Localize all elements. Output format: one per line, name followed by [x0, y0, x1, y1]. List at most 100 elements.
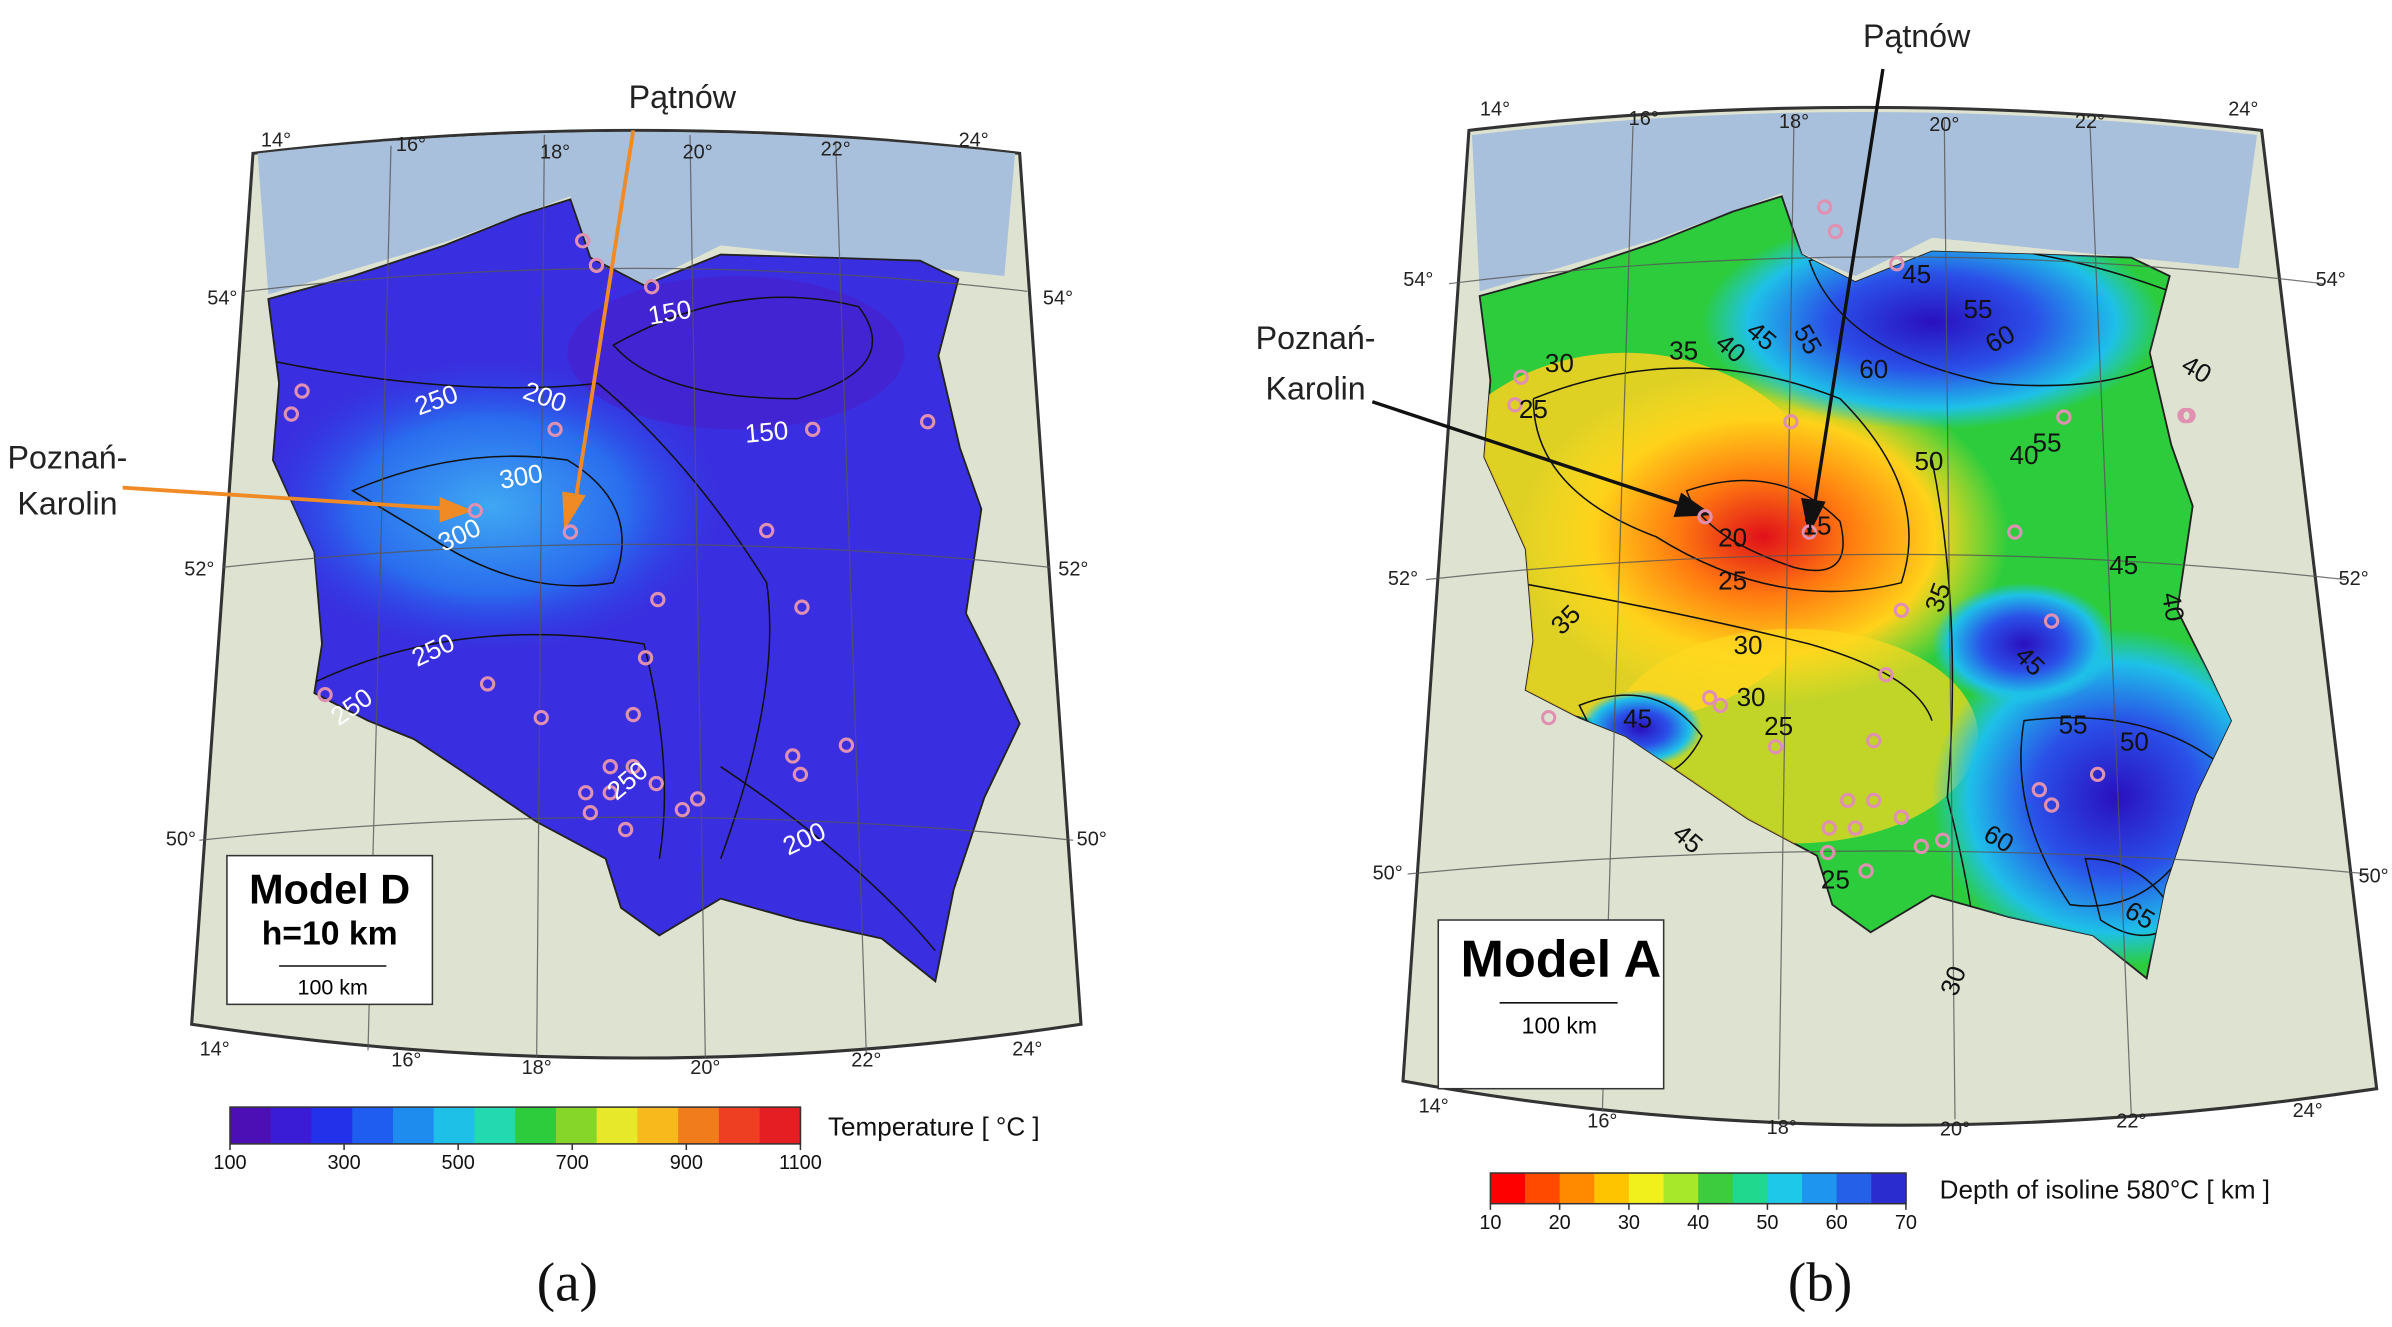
site-marker	[759, 522, 775, 539]
contour-label: 30	[1734, 630, 1763, 660]
contour-label: 300	[497, 458, 545, 495]
anomaly	[1518, 368, 2009, 706]
longitude-label: 14°	[261, 129, 291, 151]
colorbar-cell	[433, 1107, 476, 1144]
contour-label: 25	[1764, 711, 1793, 741]
site-marker	[617, 821, 634, 838]
latitude-label: 52°	[2339, 568, 2369, 590]
site-marker	[644, 279, 660, 295]
latitude-label: 50°	[1373, 862, 1403, 884]
longitude-label: 18°	[1779, 111, 1809, 133]
site-marker	[1878, 667, 1894, 683]
contour-label: 150	[744, 415, 790, 449]
longitude-label: 18°	[540, 142, 570, 164]
longitude-label: 20°	[690, 1057, 720, 1079]
colorbar-tick-label: 50	[1756, 1212, 1778, 1234]
site-marker	[838, 737, 855, 753]
contour-label: 45	[1623, 704, 1652, 734]
site-marker	[625, 706, 641, 723]
model-title: Model A	[1461, 931, 1662, 989]
site-marker	[674, 801, 690, 818]
longitude-label: 14°	[200, 1039, 230, 1061]
anomaly	[268, 360, 721, 652]
site-marker	[1913, 838, 1929, 855]
colorbar-cell	[1802, 1173, 1838, 1204]
site-marker	[2180, 407, 2196, 424]
site-marker	[1507, 397, 1523, 413]
sea	[257, 131, 1016, 295]
longitude-label: 18°	[1767, 1117, 1797, 1139]
latitude-label: 54°	[207, 287, 237, 309]
site-marker	[1840, 792, 1856, 809]
colorbar-tick-label: 40	[1687, 1212, 1709, 1234]
colorbar-cell	[474, 1107, 516, 1144]
longitude-label: 16°	[1629, 108, 1659, 130]
colorbar-cell	[637, 1107, 679, 1144]
colorbar-tick-label: 20	[1549, 1212, 1571, 1234]
site-marker	[805, 421, 821, 438]
contour-label: 30	[1545, 348, 1574, 378]
contour-label: 55	[1964, 294, 1993, 324]
longitude-label: 14°	[1480, 99, 1510, 121]
scale-label: 100 km	[298, 976, 368, 1000]
site-marker	[1712, 697, 1729, 714]
colorbar-cell	[555, 1107, 598, 1144]
site-marker	[785, 748, 801, 764]
longitude-label: 16°	[391, 1049, 421, 1071]
sea	[1472, 111, 2258, 292]
colorbar-cell	[1663, 1173, 1699, 1204]
site-marker	[637, 650, 654, 666]
contour-label: 20	[1718, 523, 1747, 553]
longitude-label: 22°	[821, 139, 851, 161]
site-marker	[588, 257, 605, 273]
longitude-label: 16°	[1587, 1111, 1617, 1133]
latitude-label: 52°	[1388, 568, 1418, 590]
site-marker	[792, 766, 809, 783]
colorbar-cell	[515, 1107, 557, 1144]
contour-label: 55	[2059, 710, 2088, 740]
longitude-label: 20°	[683, 142, 713, 164]
longitude-label: 16°	[396, 134, 426, 156]
site-marker	[1893, 602, 1910, 618]
annotation: Pątnów	[629, 79, 737, 115]
colorbar-cell	[1490, 1173, 1526, 1204]
colorbar-tick-label: 1100	[779, 1152, 822, 1174]
site-marker	[533, 709, 549, 726]
colorbar-label: Depth of isoline 580°C [ km ]	[1940, 1174, 2270, 1204]
colorbar-label: Temperature [ °C ]	[828, 1111, 1040, 1141]
site-marker	[283, 406, 300, 422]
site-marker	[294, 383, 310, 399]
site-marker	[2031, 782, 2048, 798]
colorbar-cell	[392, 1107, 435, 1144]
latitude-label: 52°	[1058, 559, 1088, 581]
site-marker	[602, 759, 618, 775]
latitude-label: 54°	[1403, 269, 1433, 291]
site-marker	[1858, 863, 1874, 879]
site-marker	[648, 775, 664, 792]
site-marker	[625, 759, 641, 775]
site-marker	[578, 785, 594, 801]
site-marker	[1767, 739, 1784, 755]
graticule	[199, 134, 1074, 1059]
colorbar-tick-label: 70	[1895, 1212, 1917, 1234]
longitude-label: 24°	[959, 129, 989, 151]
latitude-label: 54°	[1043, 287, 1073, 309]
site-marker	[562, 524, 579, 540]
contours	[268, 296, 936, 952]
colorbar-cell	[1628, 1173, 1665, 1204]
site-marker	[1820, 844, 1836, 861]
panel: 14° 16° 18° 20° 22° 24° 14° 16° 18° 20° 22° 24° 54° 5…	[1373, 99, 2389, 1234]
colorbar-cell	[1767, 1173, 1803, 1204]
longitude-label: 20°	[1940, 1118, 1970, 1140]
latitude-label: 52°	[184, 559, 214, 581]
longitude-label: 24°	[2293, 1100, 2323, 1122]
model-box	[226, 854, 434, 1006]
colorbar-tick-label: 100	[213, 1152, 246, 1174]
site-marker	[2056, 409, 2072, 425]
contour-label: 60	[1859, 354, 1888, 384]
contour-label: 150	[646, 294, 694, 331]
site-marker	[582, 805, 598, 821]
arrows	[122, 130, 636, 531]
colorbar-cell	[311, 1107, 353, 1144]
